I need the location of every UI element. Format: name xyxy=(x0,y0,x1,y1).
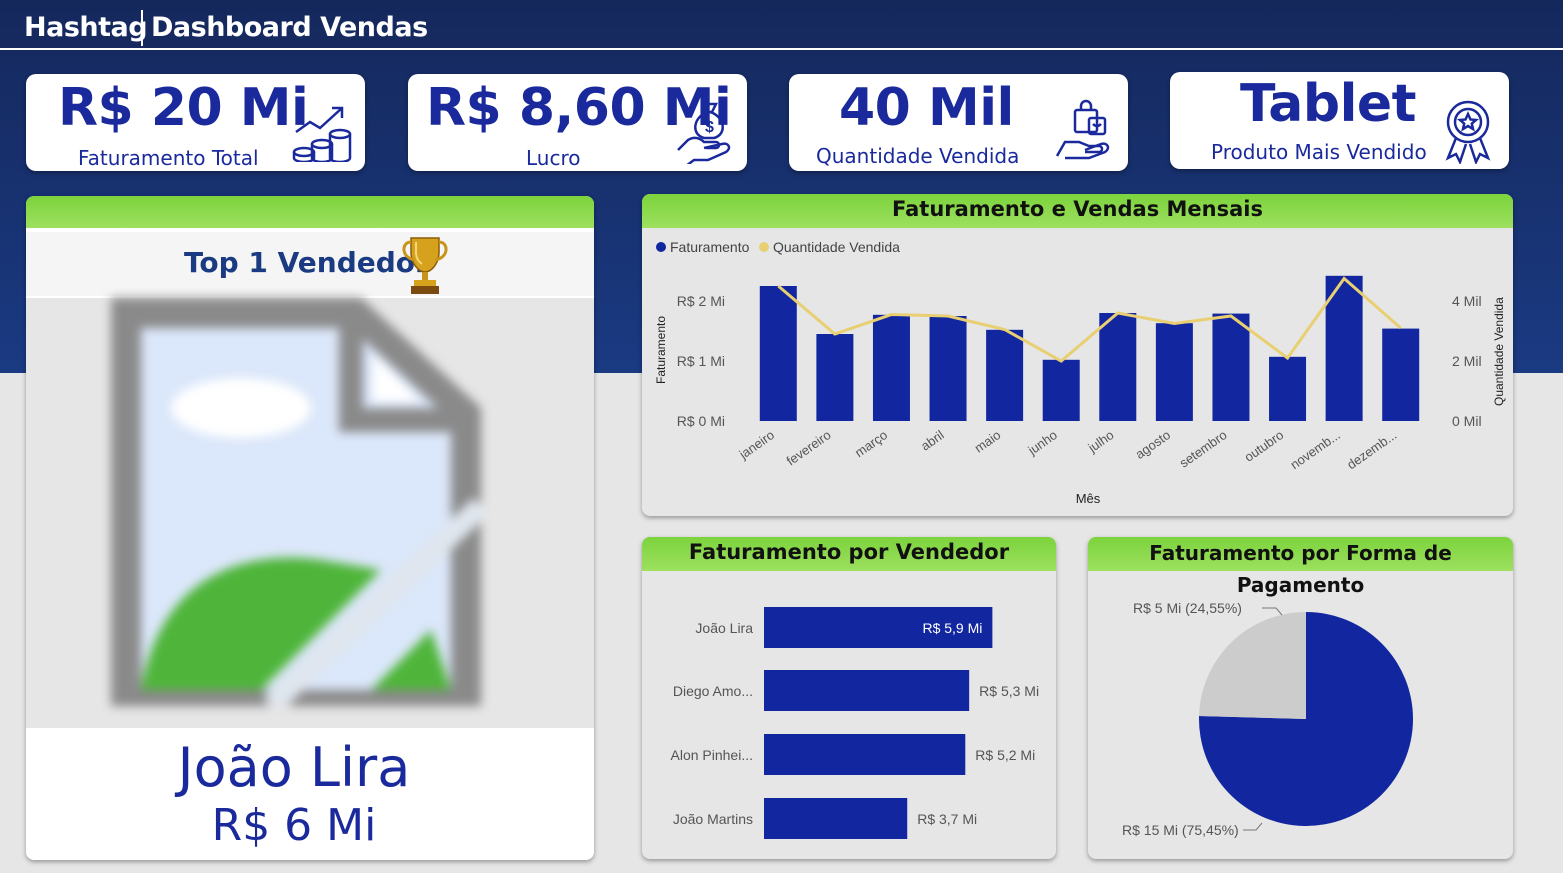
kpi-label: Faturamento Total xyxy=(78,146,259,170)
x-tick-label: março xyxy=(852,427,890,460)
bar-faturamento xyxy=(929,316,967,421)
x-tick-label: fevereiro xyxy=(784,427,834,468)
panel-title: Faturamento por Vendedor xyxy=(642,537,1056,571)
kpi-label: Lucro xyxy=(526,146,581,170)
kpi-value: Tablet xyxy=(1240,74,1417,134)
category-label: João Martins xyxy=(673,811,753,827)
legend-marker-quantidade xyxy=(759,242,769,252)
kpi-value: 40 Mil xyxy=(839,78,1014,138)
bar-faturamento xyxy=(816,334,854,421)
kpi-card-faturamento[interactable]: R$ 20 Mi Faturamento Total xyxy=(26,74,365,171)
x-tick-label: dezemb... xyxy=(1344,427,1399,472)
x-tick-label: junho xyxy=(1024,427,1059,458)
x-tick-label: novemb... xyxy=(1287,427,1342,472)
money-bag-hand-icon: $ xyxy=(677,102,731,164)
kpi-card-produto[interactable]: Tablet Produto Mais Vendido xyxy=(1170,72,1509,169)
bar-faturamento xyxy=(1099,313,1137,421)
bar-faturamento xyxy=(1042,359,1080,421)
legend-label: Faturamento xyxy=(670,239,750,255)
category-label: João Lira xyxy=(695,620,753,636)
y-tick-label: R$ 2 Mi xyxy=(677,293,725,309)
x-tick-label: julho xyxy=(1085,427,1117,456)
bar-vendedor xyxy=(764,798,908,839)
trophy-icon xyxy=(402,237,448,294)
panel-header-bar xyxy=(26,196,594,228)
shopping-bag-hand-icon xyxy=(1055,99,1110,160)
kpi-value: R$ 8,60 Mi xyxy=(426,78,732,138)
y2-tick-label: 4 Mil xyxy=(1452,293,1482,309)
pie-label: R$ 5 Mi (24,55%) xyxy=(1133,600,1242,616)
bar-faturamento xyxy=(1269,356,1307,421)
top-seller-title-band: Top 1 Vendedor xyxy=(26,232,594,296)
coins-growth-icon xyxy=(292,106,352,162)
kpi-card-lucro[interactable]: R$ 8,60 Mi Lucro $ xyxy=(408,74,747,171)
bar-faturamento xyxy=(872,314,910,421)
y-tick-label: R$ 1 Mi xyxy=(677,353,725,369)
payment-chart-svg: R$ 5 Mi (24,55%) R$ 15 Mi (75,45%) xyxy=(1122,600,1413,838)
x-axis-title: Mês xyxy=(1076,491,1101,506)
top-seller-panel: Top 1 Vendedor João Lira R$ 6 Mi xyxy=(26,196,594,860)
monthly-chart-panel: Faturamento e Vendas Mensais Faturamento… xyxy=(642,194,1513,516)
monthly-chart-svg: Faturamento Quantidade Vendida R$ 0 Mi R$ 1… xyxy=(654,239,1506,506)
seller-chart-panel: Faturamento por Vendedor João Lira R$ 5,9… xyxy=(642,537,1056,859)
page-title: Dashboard Vendas xyxy=(151,12,428,43)
y2-tick-label: 0 Mil xyxy=(1452,413,1482,429)
category-label: Alon Pinhei... xyxy=(671,747,754,763)
data-label: R$ 5,3 Mi xyxy=(979,683,1039,699)
kpi-card-quantidade[interactable]: 40 Mil Quantidade Vendida xyxy=(789,74,1128,171)
payment-chart-panel: Faturamento por Forma de Pagamento R$ 5 … xyxy=(1088,537,1513,859)
bar-faturamento xyxy=(1155,323,1193,421)
bar-faturamento xyxy=(1212,313,1250,421)
bar-vendedor xyxy=(764,734,966,775)
brand-name: Hashtag xyxy=(24,12,148,43)
kpi-value: R$ 20 Mi xyxy=(58,78,309,138)
top-seller-name: João Lira xyxy=(177,736,411,799)
seller-chart-svg: João Lira R$ 5,9 Mi Diego Amo... R$ 5,3 Mi A… xyxy=(671,607,1039,839)
pie-leader-line xyxy=(1262,607,1283,616)
data-label: R$ 5,9 Mi xyxy=(922,620,982,636)
broken-image-placeholder-icon xyxy=(111,298,481,706)
pie-slice-secondary xyxy=(1199,612,1306,719)
bar-faturamento xyxy=(986,329,1024,421)
line-quantidade-vendida xyxy=(777,276,1402,363)
kpi-label: Quantidade Vendida xyxy=(816,144,1020,168)
y-tick-label: R$ 0 Mi xyxy=(677,413,725,429)
x-tick-label: setembro xyxy=(1177,427,1230,470)
bar-vendedor xyxy=(764,670,970,711)
bar-faturamento xyxy=(1325,275,1363,421)
y2-tick-label: 2 Mil xyxy=(1452,353,1482,369)
bar-faturamento xyxy=(759,286,797,421)
kpi-label: Produto Mais Vendido xyxy=(1211,140,1427,164)
y2-axis-title: Quantidade Vendida xyxy=(1492,297,1506,406)
x-tick-label: agosto xyxy=(1133,427,1174,462)
pie-label: R$ 15 Mi (75,45%) xyxy=(1122,822,1239,838)
x-tick-label: outubro xyxy=(1242,427,1287,465)
x-tick-label: abril xyxy=(918,427,947,453)
x-tick-label: maio xyxy=(972,427,1004,455)
data-label: R$ 5,2 Mi xyxy=(975,747,1035,763)
svg-text:$: $ xyxy=(705,119,714,136)
legend-label: Quantidade Vendida xyxy=(773,239,900,255)
data-label: R$ 3,7 Mi xyxy=(917,811,977,827)
header-separator xyxy=(141,10,143,46)
legend-marker-faturamento xyxy=(656,242,666,252)
award-badge-icon xyxy=(1445,100,1491,164)
pie-leader-line xyxy=(1243,822,1263,831)
app-header: Hashtag Dashboard Vendas xyxy=(0,0,1563,50)
bar-faturamento xyxy=(1382,328,1420,421)
category-label: Diego Amo... xyxy=(673,683,753,699)
x-tick-label: janeiro xyxy=(736,427,777,462)
panel-title: Faturamento e Vendas Mensais xyxy=(642,194,1513,228)
panel-title: Faturamento por Forma de Pagamento xyxy=(1088,537,1513,597)
y-axis-title: Faturamento xyxy=(654,316,668,384)
top-seller-title: Top 1 Vendedor xyxy=(184,246,429,279)
bar-vendedor xyxy=(764,607,993,648)
top-seller-photo-area xyxy=(26,298,594,728)
top-seller-value: R$ 6 Mi xyxy=(211,800,377,851)
